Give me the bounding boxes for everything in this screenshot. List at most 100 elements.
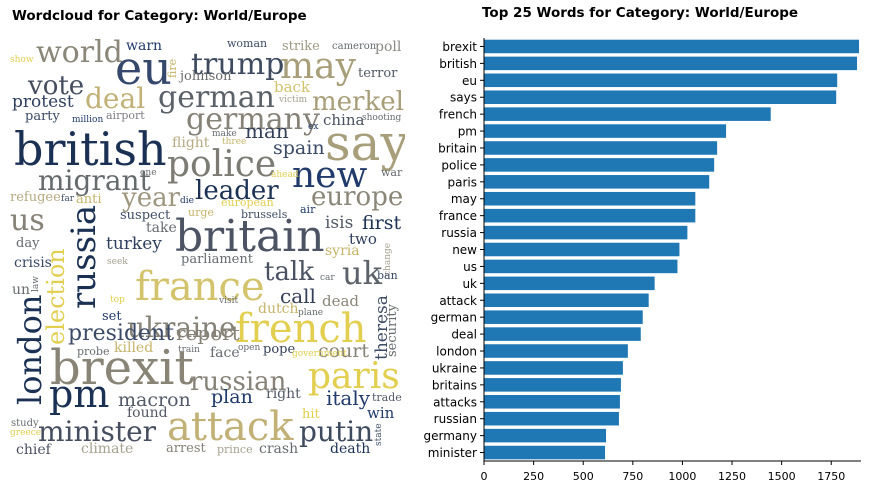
wordcloud-word: law: [31, 276, 41, 292]
wordcloud-word: court: [318, 340, 369, 362]
bar-paris: [484, 175, 710, 189]
wordcloud-word: take: [146, 220, 177, 236]
wordcloud-word: dead: [322, 292, 359, 310]
wordcloud-word: uk: [342, 254, 383, 292]
x-tick-label: 500: [573, 470, 594, 483]
wordcloud-word: ban: [377, 269, 398, 282]
wordcloud-word: die: [180, 196, 194, 206]
x-tick-label: 750: [622, 470, 643, 483]
wordcloud-word: pope: [263, 342, 295, 357]
y-tick-label: attacks: [433, 395, 477, 409]
wordcloud-word: pm: [49, 372, 109, 416]
wordcloud-word: top: [110, 295, 125, 305]
wordcloud-word: million: [72, 115, 103, 125]
wordcloud-word: three: [222, 137, 246, 147]
x-tick-label: 1250: [718, 470, 746, 483]
wordcloud-word: theresa: [372, 295, 392, 360]
wordcloud-word: germany: [186, 102, 320, 137]
wordcloud-word: london: [11, 295, 49, 405]
bar-eu: [484, 73, 838, 88]
bar-britain: [484, 141, 718, 155]
y-tick-label: pm: [458, 125, 477, 139]
bar-pm: [484, 124, 727, 138]
wordcloud-word: minister: [38, 415, 157, 448]
wordcloud-word: may: [280, 46, 357, 87]
y-tick-label: minister: [428, 446, 477, 460]
wordcloud-word: election: [42, 248, 70, 345]
wordcloud-word: plane: [298, 308, 323, 318]
wordcloud-word: anti: [76, 192, 102, 207]
wordcloud-word: government: [292, 349, 347, 359]
y-tick-label: paris: [448, 175, 478, 189]
wordcloud-word: putin: [299, 415, 373, 448]
wordcloud-word: trade: [372, 391, 402, 404]
bar-deal: [484, 327, 641, 341]
wordcloud-word: parliament: [181, 252, 254, 267]
wordcloud-word: british: [14, 122, 167, 176]
bar-german: [484, 310, 643, 324]
wordcloud-word: probe: [77, 345, 109, 358]
wordcloud-word: isis: [325, 213, 353, 233]
wordcloud-word: security: [385, 303, 400, 357]
wordcloud-word: say: [325, 114, 405, 172]
wordcloud-word: first: [362, 212, 402, 234]
y-tick-label: ukraine: [432, 361, 477, 375]
wordcloud-word: ex: [308, 122, 318, 132]
y-tick-label: brexit: [442, 40, 477, 54]
wordcloud-word: crisis: [14, 255, 52, 271]
wordcloud-word: european: [221, 196, 274, 209]
y-tick-label: uk: [462, 277, 477, 291]
wordcloud-word: french: [235, 306, 367, 352]
wordcloud-word: us: [10, 203, 45, 238]
wordcloud-word: urge: [188, 206, 214, 219]
wordcloud-word: spain: [273, 137, 325, 159]
y-tick-label: says: [450, 91, 477, 105]
wordcloud-word: leader: [195, 176, 279, 206]
wordcloud-word: man: [245, 119, 289, 143]
wordcloud-word: italy: [326, 386, 371, 410]
bar-us: [484, 259, 678, 274]
x-tick-label: 250: [523, 470, 544, 483]
y-tick-label: france: [439, 209, 477, 223]
wordcloud-word: fire: [166, 59, 179, 78]
wordcloud-word: year: [121, 183, 181, 213]
bar-new: [484, 242, 680, 257]
wordcloud-word: macron: [118, 389, 191, 411]
wordcloud-word: warn: [126, 38, 162, 54]
wordcloud-word: france: [135, 264, 265, 310]
bar-britains: [484, 378, 621, 392]
bar-attacks: [484, 395, 620, 409]
wordcloud-word: brexit: [50, 340, 194, 396]
wordcloud-word: found: [127, 405, 168, 421]
y-tick-label: eu: [462, 74, 477, 88]
wordcloud-word: strike: [282, 39, 320, 54]
bar-says: [484, 90, 837, 104]
wordcloud-word: europe: [311, 182, 403, 212]
wordcloud-word: russian: [190, 367, 287, 397]
wordcloud-word: ukraine: [127, 311, 236, 344]
wordcloud-word: johnson: [178, 69, 232, 84]
y-tick-label: britains: [432, 378, 477, 392]
y-tick-label: british: [439, 57, 477, 71]
x-tick-label: 1750: [817, 470, 845, 483]
wordcloud-word: flight: [172, 135, 210, 151]
wordcloud-word: change: [383, 243, 393, 276]
wordcloud-word: two: [349, 230, 377, 248]
wordcloud-word: arrest: [166, 441, 207, 456]
y-tick-label: german: [431, 311, 477, 325]
wordcloud-word: set: [102, 309, 122, 324]
x-tick-label: 0: [481, 470, 488, 483]
bar-chart-title: Top 25 Words for Category: World/Europe: [482, 5, 799, 21]
wordcloud-word: dutch: [258, 301, 298, 317]
wordcloud-word: merkel: [312, 87, 404, 117]
wordcloud-word: police: [167, 144, 276, 185]
x-tick-label: 1500: [768, 470, 796, 483]
wordcloud-word: victim: [278, 95, 307, 105]
wordcloud-word: britain: [175, 211, 325, 262]
bar-ukraine: [484, 361, 623, 375]
y-tick-label: police: [441, 158, 477, 172]
wordcloud-word: talk: [264, 257, 314, 287]
bar-france: [484, 208, 696, 223]
wordcloud-word: cameron: [332, 41, 377, 52]
